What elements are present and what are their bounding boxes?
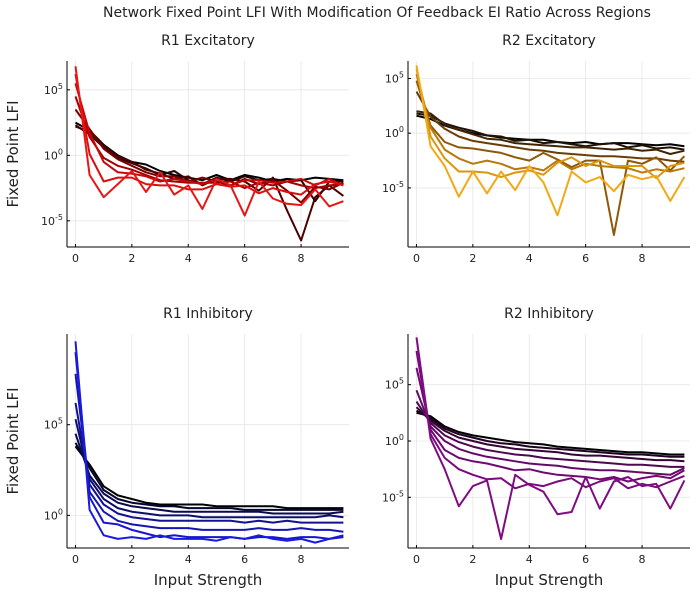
y-tick-label: 105 (44, 417, 63, 432)
series-line-7 (74, 352, 344, 540)
series-line-7 (74, 73, 344, 196)
series-line-4 (74, 108, 344, 204)
x-tick-label: 0 (72, 252, 79, 265)
x-tick-label: 2 (469, 553, 476, 566)
x-tick-label: 0 (413, 553, 420, 566)
y-tick-label: 10-5 (382, 489, 404, 504)
series-line-7 (415, 68, 685, 180)
series-line-6 (415, 367, 685, 483)
gridlines (408, 334, 690, 548)
series-line-5 (415, 80, 686, 236)
x-tick-label: 8 (639, 553, 646, 566)
x-tick-label: 2 (128, 252, 135, 265)
series-group (74, 341, 344, 544)
series-line-4 (74, 418, 344, 519)
x-tick-label: 8 (298, 252, 305, 265)
x-tick-label: 6 (582, 252, 589, 265)
x-tick-label: 6 (241, 252, 248, 265)
series-line-8 (415, 65, 686, 217)
y-axis-label: Fixed Point LFI (4, 100, 22, 207)
series-line-2 (74, 442, 344, 511)
chart-panels: 0 2 4 6 8 105 100 10-5 R1 Excitatory Fixed Point … (4, 33, 690, 589)
series-line-3 (74, 433, 344, 515)
series-line-8 (74, 341, 344, 544)
series-line-6 (74, 83, 344, 187)
chart-panel-1: 0 2 4 6 8 105 100 10-5 R1 Excitatory Fixed Point … (4, 33, 349, 265)
gridlines (408, 61, 690, 247)
x-tick-label: 6 (582, 553, 589, 566)
x-tick-label: 4 (185, 553, 192, 566)
x-axis-label: Input Strength (154, 571, 263, 589)
series-line-5 (415, 389, 685, 476)
x-tick-label: 8 (639, 252, 646, 265)
chart-panel-2: 0 2 4 6 8 105 100 10-5 R2 Excitatory (382, 33, 690, 265)
x-tick-label: 4 (526, 553, 533, 566)
series-line-1 (75, 121, 344, 183)
chart-panel-3: 0 2 4 6 8 105 100 R1 Inhibitory Input Strength Fi… (4, 306, 349, 589)
x-tick-label: 4 (526, 252, 533, 265)
series-line-6 (74, 373, 344, 533)
panel-title: R2 Excitatory (502, 33, 596, 49)
series-line-5 (74, 402, 344, 524)
x-axis-label: Input Strength (495, 571, 604, 589)
panel-title: R2 Inhibitory (504, 306, 594, 322)
x-tick-label: 6 (241, 553, 248, 566)
y-tick-label: 10-5 (41, 213, 63, 228)
panel-title: R1 Excitatory (161, 33, 255, 49)
series-group (415, 65, 686, 236)
y-tick-label: 100 (385, 433, 404, 448)
series-line-2 (416, 409, 685, 458)
y-tick-label: 100 (44, 147, 63, 162)
series-line-7 (415, 350, 685, 490)
series-line-1 (74, 445, 344, 510)
x-tick-label: 2 (128, 553, 135, 566)
series-line-3 (415, 406, 685, 463)
series-line-2 (416, 112, 685, 151)
series-line-8 (415, 337, 686, 540)
series-line-3 (416, 110, 685, 155)
series-group (415, 337, 686, 540)
y-tick-label: 105 (385, 71, 404, 86)
series-line-2 (74, 124, 344, 203)
y-tick-label: 100 (44, 507, 63, 522)
y-tick-label: 10-5 (382, 180, 404, 195)
y-tick-label: 105 (385, 377, 404, 392)
figure-title: Network Fixed Point LFI With Modificatio… (103, 5, 651, 21)
x-tick-label: 0 (413, 252, 420, 265)
y-tick-label: 105 (44, 82, 63, 97)
series-line-4 (415, 401, 685, 468)
series-line-4 (415, 91, 685, 163)
series-line-1 (416, 411, 685, 456)
x-tick-label: 8 (298, 553, 305, 566)
chart-panel-4: 0 2 4 6 8 105 100 10-5 R2 Inhibitory Input Streng… (382, 306, 690, 589)
x-tick-label: 0 (72, 553, 79, 566)
series-line-6 (415, 73, 685, 174)
series-line-5 (74, 96, 344, 190)
series-group (74, 66, 344, 242)
y-axis-label: Fixed Point LFI (4, 387, 22, 494)
x-tick-label: 2 (469, 252, 476, 265)
x-tick-label: 4 (185, 252, 192, 265)
series-line-8 (74, 66, 344, 217)
panel-title: R1 Inhibitory (163, 306, 253, 322)
y-tick-label: 100 (385, 125, 404, 140)
